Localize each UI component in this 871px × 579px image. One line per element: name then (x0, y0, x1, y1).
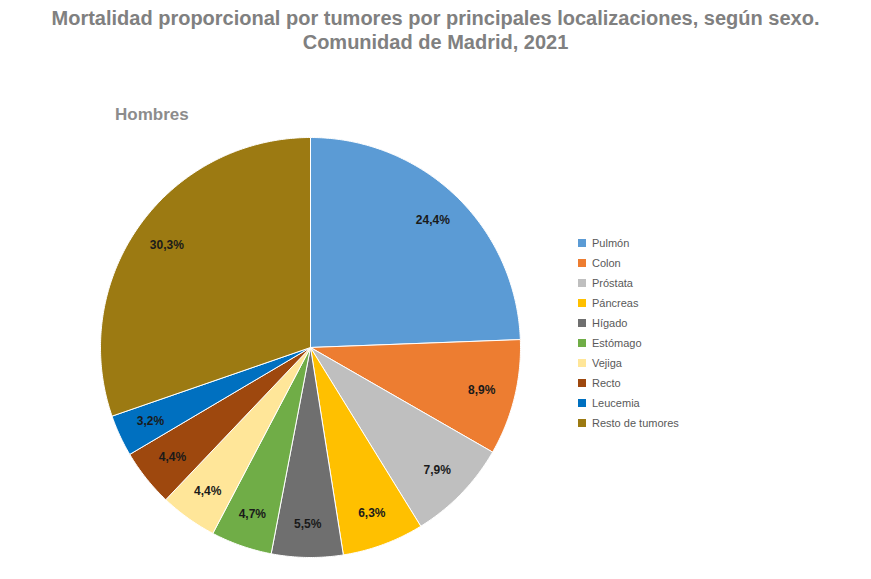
html-text:Próstata: Próstata (592, 277, 633, 289)
svg-text:6,3%: 6,3% (358, 506, 386, 520)
svg-text:5,5%: 5,5% (294, 517, 322, 531)
svg-text:3,2%: 3,2% (137, 414, 165, 428)
html-text:Páncreas: Páncreas (592, 297, 639, 309)
html-text:Colon: Colon (592, 257, 621, 269)
svg-text:8,9%: 8,9% (468, 383, 496, 397)
svg-text:7,9%: 7,9% (423, 463, 451, 477)
svg-text:30,3%: 30,3% (150, 238, 184, 252)
html-text:Vejiga: Vejiga (592, 357, 622, 369)
html-text:Leucemia: Leucemia (592, 397, 640, 409)
html-text:Hombres: Hombres (115, 105, 189, 124)
html-text:Mortalidad proporcional por tu: Mortalidad proporcional por tumores por … (51, 7, 820, 53)
svg-text:4,7%: 4,7% (239, 507, 267, 521)
html-text:Hígado: Hígado (592, 317, 628, 329)
svg-text:4,4%: 4,4% (159, 450, 187, 464)
html-text:Recto: Recto (592, 377, 621, 389)
html-text:Pulmón: Pulmón (592, 237, 630, 249)
html-text:Estómago: Estómago (592, 337, 642, 349)
svg-text:4,4%: 4,4% (194, 484, 222, 498)
html-text:Resto de tumores: Resto de tumores (592, 417, 679, 429)
svg-text:24,4%: 24,4% (416, 213, 450, 227)
